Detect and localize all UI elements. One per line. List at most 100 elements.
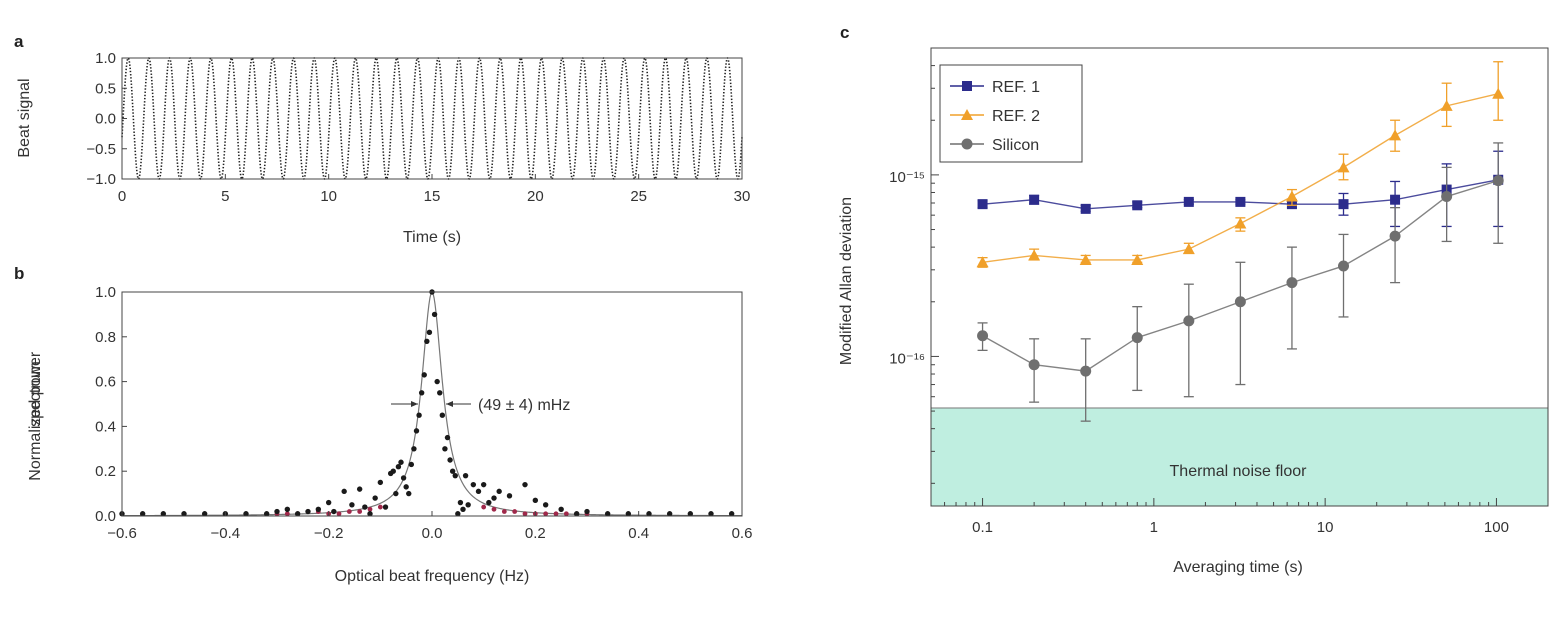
panel-c-x-tick-label: 0.1 xyxy=(972,519,993,536)
reference-spectrum-point xyxy=(492,507,497,512)
panel-a-y-tick-label: 0.0 xyxy=(95,111,116,128)
reference-spectrum-point xyxy=(502,509,507,514)
data-point-triangle xyxy=(1389,129,1401,140)
spectrum-data-point xyxy=(331,509,336,514)
spectrum-data-point xyxy=(401,475,406,480)
data-point-triangle xyxy=(1234,217,1246,228)
panel-a-plot-frame xyxy=(122,58,742,179)
panel-b-x-tick-label: 0.6 xyxy=(732,525,753,542)
spectrum-data-point xyxy=(424,339,429,344)
spectrum-data-point xyxy=(422,372,427,377)
spectrum-data-point xyxy=(378,480,383,485)
data-point-square xyxy=(978,199,988,209)
data-point-square xyxy=(1132,200,1142,210)
panel-a-x-axis-label: Time (s) xyxy=(403,229,461,246)
spectrum-data-point xyxy=(372,495,377,500)
data-point-square xyxy=(1184,197,1194,207)
panel-b-plot-frame xyxy=(122,292,742,516)
panel-label-a: a xyxy=(14,32,24,51)
spectrum-data-point xyxy=(427,330,432,335)
data-point-circle xyxy=(1235,296,1246,307)
legend-marker-square xyxy=(962,81,972,91)
spectrum-data-point xyxy=(447,457,452,462)
spectrum-data-point xyxy=(434,379,439,384)
spectrum-data-point xyxy=(471,482,476,487)
panel-c-y-axis-label: Modified Allan deviation xyxy=(838,197,855,365)
panel-a-x-tick-label: 5 xyxy=(221,188,229,205)
data-point-square xyxy=(1390,195,1400,205)
spectrum-data-point xyxy=(305,509,310,514)
spectrum-data-point xyxy=(543,502,548,507)
reference-spectrum-point xyxy=(554,511,559,516)
spectrum-data-point xyxy=(419,390,424,395)
spectrum-data-point xyxy=(362,504,367,509)
panel-b: b −0.6 −0.4 −0.2 0.0 0.2 0.4 0.60.00.20.40.60.… xyxy=(14,264,752,585)
spectrum-data-point xyxy=(476,489,481,494)
data-point-circle xyxy=(1286,277,1297,288)
spectrum-data-point xyxy=(486,500,491,505)
panel-c-y-tick-label: 10⁻¹⁵ xyxy=(889,169,925,186)
spectrum-data-point xyxy=(460,507,465,512)
spectrum-data-point xyxy=(274,509,279,514)
spectrum-data-point xyxy=(349,502,354,507)
spectrum-data-point xyxy=(533,498,538,503)
data-point-circle xyxy=(1493,175,1504,186)
data-point-square xyxy=(1339,199,1349,209)
reference-spectrum-point xyxy=(543,511,548,516)
panel-a-y-tick-label: 0.5 xyxy=(95,80,116,97)
panel-a-y-tick-label: −1.0 xyxy=(86,171,116,188)
spectrum-data-point xyxy=(416,413,421,418)
data-point-triangle xyxy=(1492,88,1504,99)
panel-a-ticks: 0 5 10 15 20 25 30−1.0−0.50.00.51.0 xyxy=(86,50,750,205)
spectrum-data-point xyxy=(383,504,388,509)
legend-marker-circle xyxy=(962,139,973,150)
panel-c-y-tick-label: 10⁻¹⁶ xyxy=(889,350,925,367)
fwhm-arrowhead-left xyxy=(411,401,418,407)
reference-spectrum-point xyxy=(347,509,352,514)
beat-signal-series-line xyxy=(122,58,742,179)
data-point-circle xyxy=(1338,260,1349,271)
panel-b-x-tick-label: 0.2 xyxy=(525,525,546,542)
panel-b-y-tick-label: 0.6 xyxy=(95,374,116,391)
spectrum-data-point xyxy=(437,390,442,395)
data-point-circle xyxy=(1080,366,1091,377)
panel-a-y-tick-label: −0.5 xyxy=(86,141,116,158)
data-point-triangle xyxy=(1028,249,1040,260)
lorentzian-fit-line xyxy=(122,292,742,516)
spectrum-data-point xyxy=(445,435,450,440)
data-point-square xyxy=(1235,197,1245,207)
data-point-circle xyxy=(1441,191,1452,202)
panel-a-marks xyxy=(122,58,742,179)
spectrum-data-point xyxy=(491,495,496,500)
spectrum-data-point xyxy=(584,509,589,514)
reference-spectrum-point xyxy=(481,505,486,510)
panel-b-marks xyxy=(119,289,742,516)
data-point-circle xyxy=(1183,315,1194,326)
panel-b-x-tick-label: −0.4 xyxy=(211,525,241,542)
panel-a-y-axis-label: Beat signal xyxy=(16,78,33,157)
legend-label: Silicon xyxy=(992,137,1039,154)
spectrum-data-point xyxy=(285,507,290,512)
reference-spectrum-point xyxy=(368,507,373,512)
fwhm-arrowhead-right xyxy=(446,401,453,407)
reference-spectrum-point xyxy=(357,509,362,514)
panel-c-x-tick-label: 1 xyxy=(1150,519,1158,536)
spectrum-data-point xyxy=(414,428,419,433)
panel-a-x-tick-label: 25 xyxy=(630,188,647,205)
spectrum-data-point xyxy=(316,507,321,512)
panel-c-x-axis-label: Averaging time (s) xyxy=(1173,559,1303,576)
panel-a-y-tick-label: 1.0 xyxy=(95,50,116,67)
panel-b-x-tick-label: −0.2 xyxy=(314,525,344,542)
spectrum-data-point xyxy=(453,473,458,478)
spectrum-data-point xyxy=(391,469,396,474)
panel-b-x-tick-label: 0.4 xyxy=(628,525,649,542)
thermal-noise-floor-label: Thermal noise floor xyxy=(1170,463,1308,480)
panel-c-x-tick-label: 10 xyxy=(1317,519,1334,536)
data-point-circle xyxy=(1029,359,1040,370)
data-point-square xyxy=(1029,195,1039,205)
panel-a-x-tick-label: 20 xyxy=(527,188,544,205)
panel-b-y-tick-label: 0.8 xyxy=(95,329,116,346)
series-ref-1 xyxy=(978,151,1504,226)
panel-c-legend: REF. 1REF. 2Silicon xyxy=(940,65,1082,162)
panel-a-x-tick-label: 10 xyxy=(320,188,337,205)
